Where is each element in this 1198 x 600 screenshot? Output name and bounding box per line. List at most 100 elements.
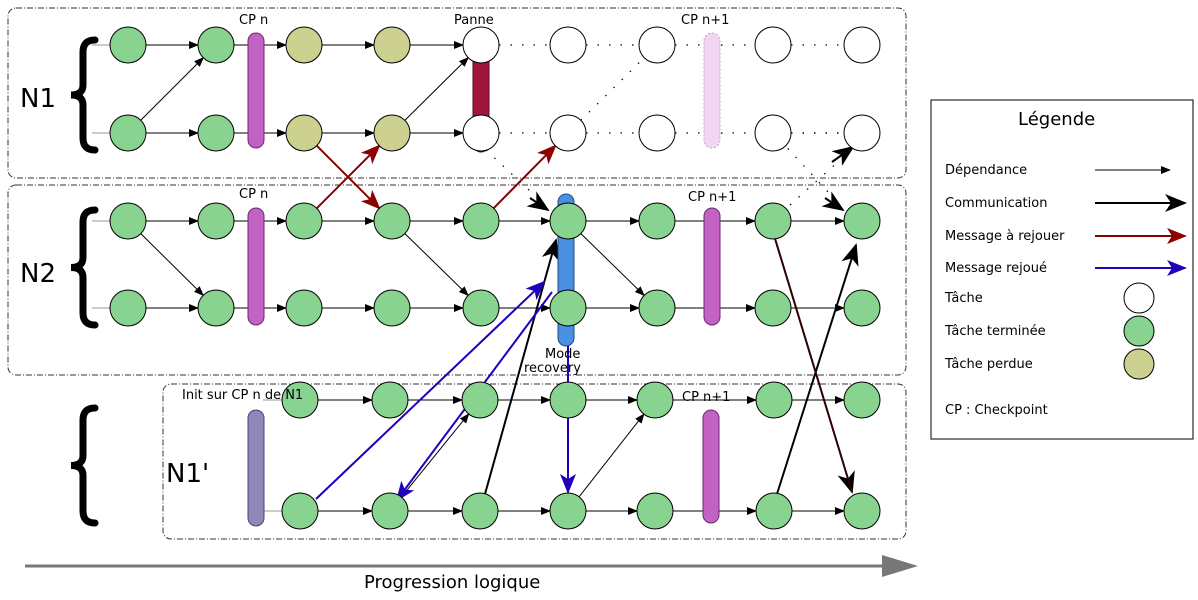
legend-title: Légende [1018,109,1095,130]
task-node-done [549,289,587,327]
task-node-lost [285,114,323,152]
task-node [549,114,587,152]
label-cp-n1-mid: CP n+1 [688,190,736,205]
task-node-done [281,381,319,419]
group-brace [70,206,99,329]
legend-tache-terminee-circle [1123,315,1155,347]
arrow-dot [779,139,841,206]
legend-checkpoint: CP : Checkpoint [945,403,1048,418]
group-label-n1-prime: N1' [166,459,209,489]
progression-arrowhead [882,555,918,577]
checkpoint-bar-cp-n-n1 [247,32,265,149]
arrow-red [316,144,381,209]
task-node-done [373,289,411,327]
arrow-blue [315,280,546,500]
arrow-thin [578,413,645,498]
task-node-done [638,289,676,327]
panel-n2 [7,184,907,376]
arrow-thin [140,57,204,121]
legend-tache-terminee: Tâche terminée [944,324,1046,339]
label-cp-n1-top: CP n+1 [681,13,729,28]
group-brace [70,404,99,527]
task-node-done [754,202,792,240]
group-label-n1: N1 [20,84,56,114]
group-braces [70,36,99,527]
task-node-done [109,202,147,240]
task-node [549,26,587,64]
arrow-thin [580,233,645,297]
task-node-done [285,289,323,327]
arrow-line [772,231,853,493]
task-node-done [461,381,499,419]
label-cp-n1-bottom: CP n+1 [682,390,730,405]
task-node-done [549,202,587,240]
task-node-done [109,289,147,327]
task-node-lost [373,26,411,64]
group-label-n2: N2 [20,259,56,289]
arrows-layer [92,41,859,515]
task-node [638,114,676,152]
label-cp-n-top: CP n [239,13,268,28]
task-node-done [197,26,235,64]
label-mode: Mode [545,347,580,362]
task-node-done [109,26,147,64]
task-node-done [843,381,881,419]
panel-n1-prime [162,383,907,540]
task-node-done [371,381,409,419]
task-node-done [197,289,235,327]
legend-dependance: Dépendance [945,163,1027,178]
task-node-lost [285,26,323,64]
task-node-done [109,114,147,152]
arrow-red [492,144,557,209]
legend-message-rejoue: Message rejoué [945,261,1047,276]
task-node-done [549,381,587,419]
task-node [843,114,881,152]
task-node-lost [373,114,411,152]
checkpoint-bar-cp-n1-n1 [703,32,721,149]
checkpoint-bar-cp-n1-n2 [703,207,721,326]
checkpoint-bars [247,28,721,527]
arrow-thin [404,233,469,297]
arrow-thin [400,413,470,498]
task-node-done [549,492,587,530]
task-node [754,26,792,64]
legend-tache-perdue: Tâche perdue [944,357,1033,372]
checkpoint-bar-cp-n1-n1p [702,409,720,524]
task-node-done [636,381,674,419]
task-node-done [462,202,500,240]
panel-n1 [7,7,907,179]
task-node [462,114,500,152]
arrow-big [821,191,845,212]
task-node-done [281,492,319,530]
legend-tache-circle [1123,282,1155,314]
task-node-done [755,492,793,530]
label-recovery: recovery [524,361,581,376]
arrow-thin [404,56,469,121]
legend-communication: Communication [945,196,1047,211]
arrow-big [776,243,859,495]
arrow-dot [580,57,645,121]
task-node-done [843,492,881,530]
task-node [638,26,676,64]
task-node-done [285,202,323,240]
task-node-done [371,492,409,530]
group-brace [70,36,99,154]
init-bar-cp-n [247,409,265,527]
arrow-big [526,191,550,212]
task-node-done [638,202,676,240]
label-panne: Panne [454,13,494,28]
label-cp-n-mid: CP n [239,187,268,202]
task-node-done [755,381,793,419]
arrow-big [831,145,855,166]
arrow-thin [140,233,204,297]
checkpoint-bar-cp-n-n2 [247,207,265,326]
task-node-done [373,202,411,240]
task-node-done [462,289,500,327]
legend-message-rejouer: Message à rejouer [945,229,1065,244]
task-node-done [754,289,792,327]
legend-box [930,99,1194,440]
task-node-done [636,492,674,530]
label-init: Init sur CP n de N1 [182,388,303,403]
